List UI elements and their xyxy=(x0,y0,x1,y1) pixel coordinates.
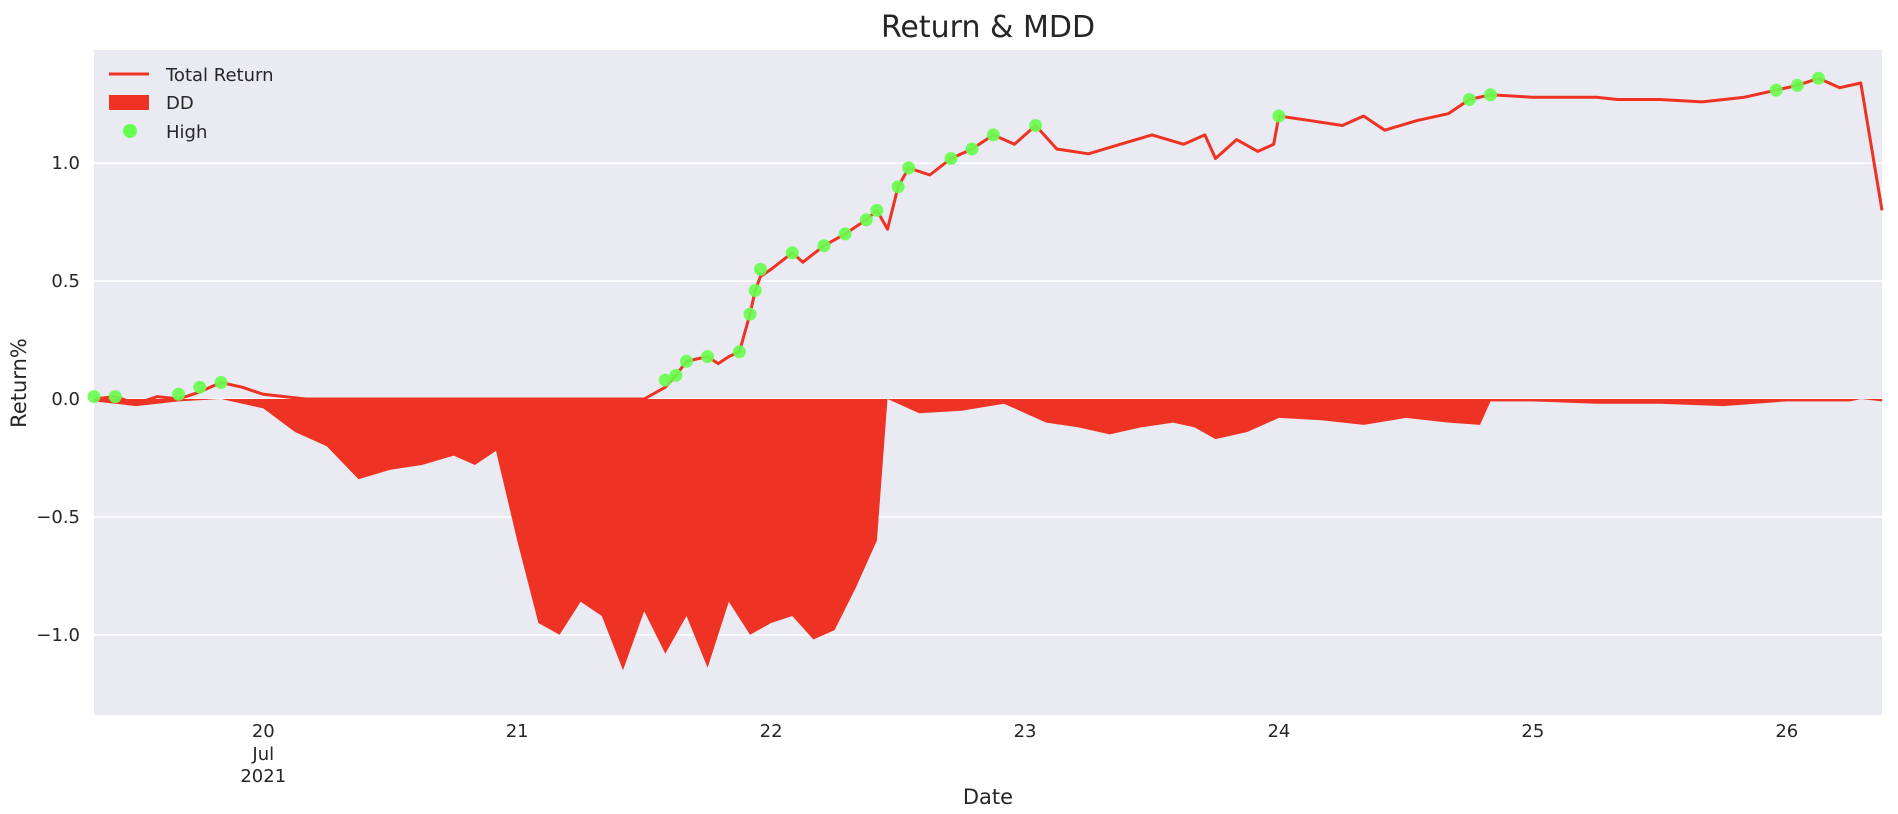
legend-dot-swatch xyxy=(123,124,137,138)
x-sublabel: 2021 xyxy=(240,766,286,787)
high-point xyxy=(748,284,762,297)
high-point xyxy=(902,161,916,175)
x-tick-label: 21 xyxy=(506,721,529,742)
high-point xyxy=(859,213,873,227)
high-point xyxy=(172,387,186,401)
legend-total-return-label: Total Return xyxy=(165,65,274,86)
high-point xyxy=(1484,88,1497,102)
high-point xyxy=(732,345,746,359)
high-point xyxy=(1769,83,1783,97)
high-point xyxy=(891,180,905,194)
high-point xyxy=(214,376,228,389)
x-tick-label: 23 xyxy=(1014,721,1037,742)
high-point xyxy=(986,128,1000,142)
high-point xyxy=(701,350,715,364)
legend-area-swatch xyxy=(109,95,149,110)
high-point xyxy=(680,354,693,368)
legend-dd-label: DD xyxy=(166,93,194,114)
legend: Total Return DD High xyxy=(109,65,274,143)
x-tick-label: 25 xyxy=(1521,721,1544,742)
y-tick-label: 0.5 xyxy=(51,271,80,292)
high-point xyxy=(838,227,852,241)
x-tick-label: 26 xyxy=(1775,721,1798,742)
high-point xyxy=(743,307,757,321)
y-tick-labels: 1.0 0.5 0.0 −0.5 −1.0 xyxy=(36,153,80,646)
chart-title: Return & MDD xyxy=(881,10,1095,45)
high-point xyxy=(1462,93,1476,106)
high-point xyxy=(870,203,884,217)
y-tick-label: −1.0 xyxy=(36,625,80,646)
y-tick-label: −0.5 xyxy=(36,507,80,528)
high-point xyxy=(108,390,122,404)
x-sublabel: Jul xyxy=(251,744,274,765)
high-point xyxy=(965,142,979,156)
high-point xyxy=(754,262,767,276)
high-point xyxy=(193,380,207,394)
plot-area xyxy=(94,50,1882,715)
x-tick-label: 24 xyxy=(1267,721,1290,742)
x-tick-label: 20 xyxy=(252,721,275,742)
y-axis-title: Return% xyxy=(7,338,31,428)
high-point xyxy=(1272,109,1286,123)
x-tick-label: 22 xyxy=(760,721,783,742)
y-tick-label: 0.0 xyxy=(51,389,80,410)
high-point xyxy=(1812,71,1825,85)
legend-high-label: High xyxy=(166,122,207,143)
high-point xyxy=(817,239,831,253)
high-point xyxy=(1029,119,1043,132)
high-point xyxy=(1790,78,1804,92)
x-axis-title: Date xyxy=(963,785,1013,809)
dd-area xyxy=(94,399,1882,671)
high-point xyxy=(785,246,799,260)
high-point xyxy=(669,368,683,382)
y-tick-label: 1.0 xyxy=(51,153,80,174)
high-point xyxy=(944,152,958,165)
high-points-layer xyxy=(87,71,1825,404)
high-point xyxy=(658,373,672,387)
dd-area-layer xyxy=(94,399,1882,671)
high-point xyxy=(87,390,101,404)
